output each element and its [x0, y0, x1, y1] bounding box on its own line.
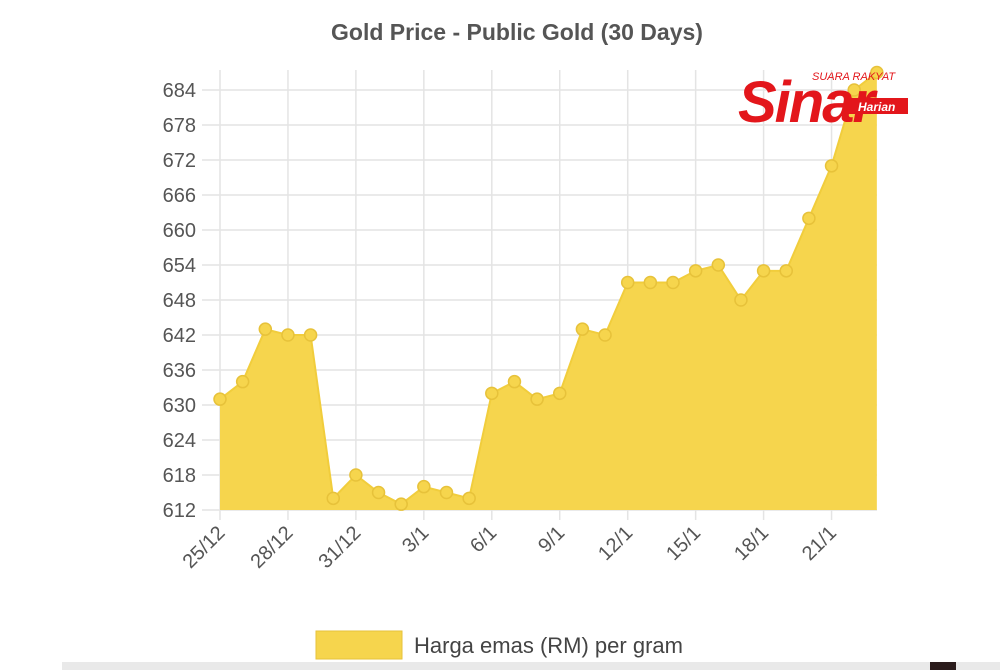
data-point [417, 479, 431, 494]
data-point [870, 65, 884, 80]
x-tick-label: 18/1 [730, 522, 773, 565]
y-tick-label: 642 [163, 325, 196, 347]
y-tick-label: 630 [163, 395, 196, 417]
data-point [507, 374, 522, 389]
data-point [371, 485, 386, 500]
logo-tagline: SUARA RAKYAT [812, 71, 896, 83]
x-tick-label: 31/12 [314, 522, 365, 573]
series-layer [213, 65, 884, 511]
data-point [281, 328, 295, 342]
data-point [847, 83, 861, 97]
bottom-border [62, 662, 1000, 670]
y-tick-label: 660 [163, 220, 196, 242]
x-tick-label: 12/1 [594, 522, 637, 565]
data-point [530, 392, 544, 406]
data-point [303, 328, 318, 342]
data-point [598, 328, 612, 342]
data-point [394, 497, 408, 511]
x-axis-ticks: 25/12 28/12 31/12 3/1 6/1 9/1 12/1 15/1 18/1 21/1 [179, 522, 842, 573]
data-point [258, 322, 273, 336]
data-point [326, 491, 340, 506]
data-point [462, 491, 476, 506]
x-tick-label: 25/12 [179, 522, 230, 573]
y-tick-label: 612 [163, 500, 196, 522]
data-point [756, 264, 771, 278]
data-point [666, 275, 680, 290]
y-tick-label: 666 [163, 185, 196, 207]
y-tick-label: 684 [163, 80, 196, 102]
data-point [711, 258, 726, 272]
data-point [734, 293, 748, 307]
x-tick-label: 3/1 [398, 522, 433, 557]
area-fill [220, 72, 877, 510]
data-point [439, 485, 454, 500]
y-tick-label: 678 [163, 115, 196, 137]
legend[interactable]: Harga emas (RM) per gram [315, 630, 683, 660]
x-tick-label: 28/12 [247, 522, 298, 573]
data-point [643, 275, 658, 290]
x-tick-label: 21/1 [798, 522, 841, 565]
data-point [575, 322, 590, 336]
data-point [779, 264, 793, 278]
data-point [620, 275, 635, 290]
sinar-harian-logo: SUARA RAKYAT Sinar Harian [738, 70, 908, 135]
data-point [485, 386, 499, 401]
y-axis-ticks: 612 618 624 630 636 642 648 654 660 666 672 678 684 [163, 80, 196, 522]
logo-sub-box [848, 98, 908, 114]
chart-title: Gold Price - Public Gold (30 Days) [331, 19, 703, 45]
y-tick-label: 648 [163, 290, 196, 312]
legend-swatch [315, 630, 403, 660]
data-point [349, 468, 363, 482]
data-point [213, 392, 227, 406]
x-tick-label: 15/1 [662, 522, 705, 565]
data-point [553, 386, 567, 401]
data-point [802, 211, 816, 226]
y-tick-label: 636 [163, 360, 196, 382]
data-point [688, 264, 703, 278]
y-tick-label: 624 [163, 430, 196, 452]
x-tick-label: 9/1 [534, 522, 569, 557]
y-tick-label: 618 [163, 465, 196, 487]
data-point [235, 374, 250, 389]
y-tick-label: 672 [163, 150, 196, 172]
legend-label: Harga emas (RM) per gram [414, 633, 683, 658]
logo-sub: Harian [858, 100, 895, 114]
bottom-corner-mark [930, 662, 956, 670]
x-tick-label: 6/1 [466, 522, 501, 557]
y-tick-label: 654 [163, 255, 196, 277]
data-point [824, 159, 839, 173]
